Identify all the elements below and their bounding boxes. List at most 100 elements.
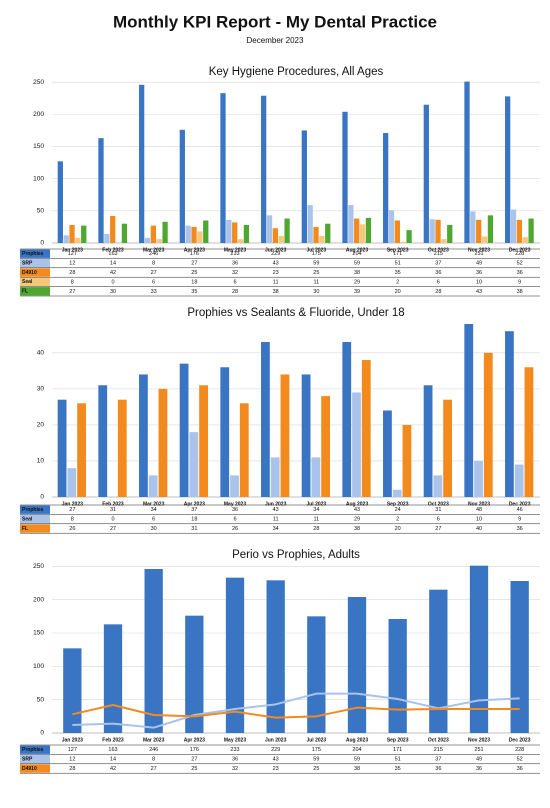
bar	[443, 399, 452, 497]
bar	[232, 222, 238, 243]
table-value: 27	[191, 757, 197, 763]
bar	[117, 399, 127, 497]
legend-swatch	[20, 258, 50, 268]
table-value: 14	[110, 261, 116, 267]
x-tick-label: Oct 2023	[428, 737, 449, 743]
line	[72, 692, 520, 729]
table-value: 43	[476, 289, 482, 295]
y-tick-label: 200	[33, 111, 44, 118]
table-value: 31	[435, 507, 441, 513]
bar	[185, 225, 191, 243]
table-value: 31	[110, 507, 116, 513]
bar	[510, 581, 529, 733]
table-value: 233	[230, 251, 239, 257]
table-value: 14	[110, 757, 116, 763]
legend-swatch	[20, 764, 50, 773]
table-value: 18	[191, 279, 197, 285]
table-value: 10	[476, 517, 482, 523]
bar	[162, 221, 168, 243]
table-value: 37	[191, 507, 197, 513]
legend-label: FL	[22, 526, 28, 532]
x-tick-label: Oct 2023	[428, 247, 449, 253]
legend-label: SRP	[22, 756, 33, 762]
table-value: 27	[151, 270, 157, 276]
legend-swatch	[20, 277, 50, 287]
bar	[197, 231, 203, 243]
bar	[487, 215, 494, 243]
x-tick-label: Feb 2023	[102, 247, 124, 253]
y-tick-label: 10	[37, 458, 45, 465]
table-value: 12	[69, 757, 75, 763]
bar	[63, 648, 82, 733]
table-value: 176	[190, 747, 199, 753]
table-value: 9	[518, 279, 521, 285]
bar	[524, 367, 534, 497]
x-tick-label: Jan 2023	[62, 737, 83, 743]
bar	[98, 385, 108, 497]
table-value: 27	[69, 289, 75, 295]
table-value: 43	[354, 507, 360, 513]
table-value: 34	[313, 507, 319, 513]
legend-label: Prophies	[22, 251, 44, 257]
table-value: 11	[273, 279, 279, 285]
bar	[237, 239, 244, 243]
table-value: 34	[273, 526, 279, 532]
table-value: 52	[517, 757, 523, 763]
table-value: 6	[152, 517, 155, 523]
y-tick-label: 250	[33, 79, 44, 86]
table-value: 127	[68, 251, 77, 257]
table-value: 228	[515, 251, 524, 257]
bar	[57, 399, 67, 497]
legend-swatch	[20, 524, 50, 533]
bar	[156, 239, 162, 243]
table-value: 2	[396, 279, 399, 285]
table-value: 8	[152, 757, 155, 763]
legend-label: FL	[22, 289, 28, 295]
legend-label: SRP	[22, 260, 33, 266]
table-value: 35	[191, 289, 197, 295]
bar	[301, 374, 311, 497]
table-value: 59	[313, 261, 319, 267]
bar	[528, 218, 534, 243]
x-tick-label: Jun 2023	[265, 247, 287, 253]
bar	[435, 219, 441, 243]
table-value: 59	[313, 757, 319, 763]
chart-title: Key Hygiene Procedures, All Ages	[209, 66, 384, 78]
bar	[103, 624, 123, 733]
table-value: 163	[108, 747, 117, 753]
y-tick-label: 0	[40, 240, 44, 247]
line	[72, 704, 520, 719]
table-value: 0	[111, 279, 114, 285]
bar	[57, 161, 63, 243]
table-value: 52	[517, 261, 523, 267]
table-value: 215	[434, 747, 443, 753]
table-value: 215	[434, 251, 443, 257]
bar	[516, 219, 523, 243]
bar	[514, 464, 524, 497]
bar	[191, 226, 197, 243]
table-value: 36	[476, 766, 482, 772]
y-tick-label: 150	[33, 143, 44, 150]
table-value: 35	[395, 270, 401, 276]
table-value: 46	[517, 507, 523, 513]
bar	[325, 223, 331, 243]
table-value: 49	[476, 261, 482, 267]
x-tick-label: Mar 2023	[143, 247, 165, 253]
table-value: 8	[71, 279, 74, 285]
table-value: 20	[395, 526, 401, 532]
x-tick-label: Mar 2023	[143, 501, 165, 507]
bar	[342, 342, 352, 497]
table-value: 2	[396, 517, 399, 523]
bar	[280, 374, 290, 497]
table-value: 23	[273, 270, 279, 276]
bar	[342, 111, 348, 243]
table-value: 28	[232, 289, 238, 295]
bar	[77, 403, 86, 497]
x-tick-label: Nov 2023	[468, 501, 490, 507]
y-tick-label: 100	[33, 663, 44, 670]
bar	[307, 205, 313, 243]
table-value: 11	[313, 517, 319, 523]
table-value: 25	[313, 270, 319, 276]
y-tick-label: 40	[37, 350, 45, 357]
